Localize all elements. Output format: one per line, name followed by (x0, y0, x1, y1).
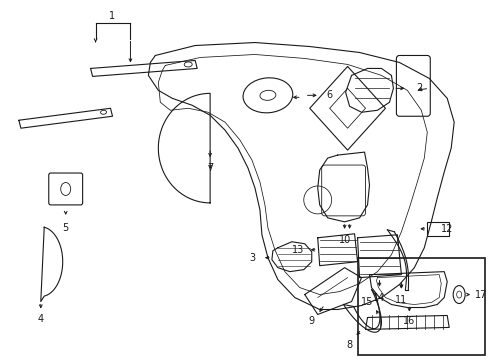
Text: 2: 2 (415, 84, 422, 93)
Text: 9: 9 (308, 316, 314, 327)
Text: 13: 13 (291, 245, 304, 255)
Text: 8: 8 (346, 340, 352, 350)
Bar (427, 222, 448, 236)
Text: 1: 1 (109, 11, 115, 21)
Text: 16: 16 (403, 316, 415, 327)
Text: 14: 14 (373, 293, 385, 302)
Text: 11: 11 (394, 294, 407, 305)
Text: 5: 5 (62, 223, 69, 233)
Text: 6: 6 (326, 90, 332, 100)
Text: 7: 7 (206, 163, 213, 173)
Text: 10: 10 (338, 235, 350, 245)
Text: 17: 17 (474, 289, 486, 300)
Text: 3: 3 (248, 253, 255, 263)
Text: 12: 12 (440, 224, 452, 234)
Text: 4: 4 (38, 314, 44, 324)
Text: 15: 15 (361, 297, 373, 306)
Bar (357, 258, 484, 355)
